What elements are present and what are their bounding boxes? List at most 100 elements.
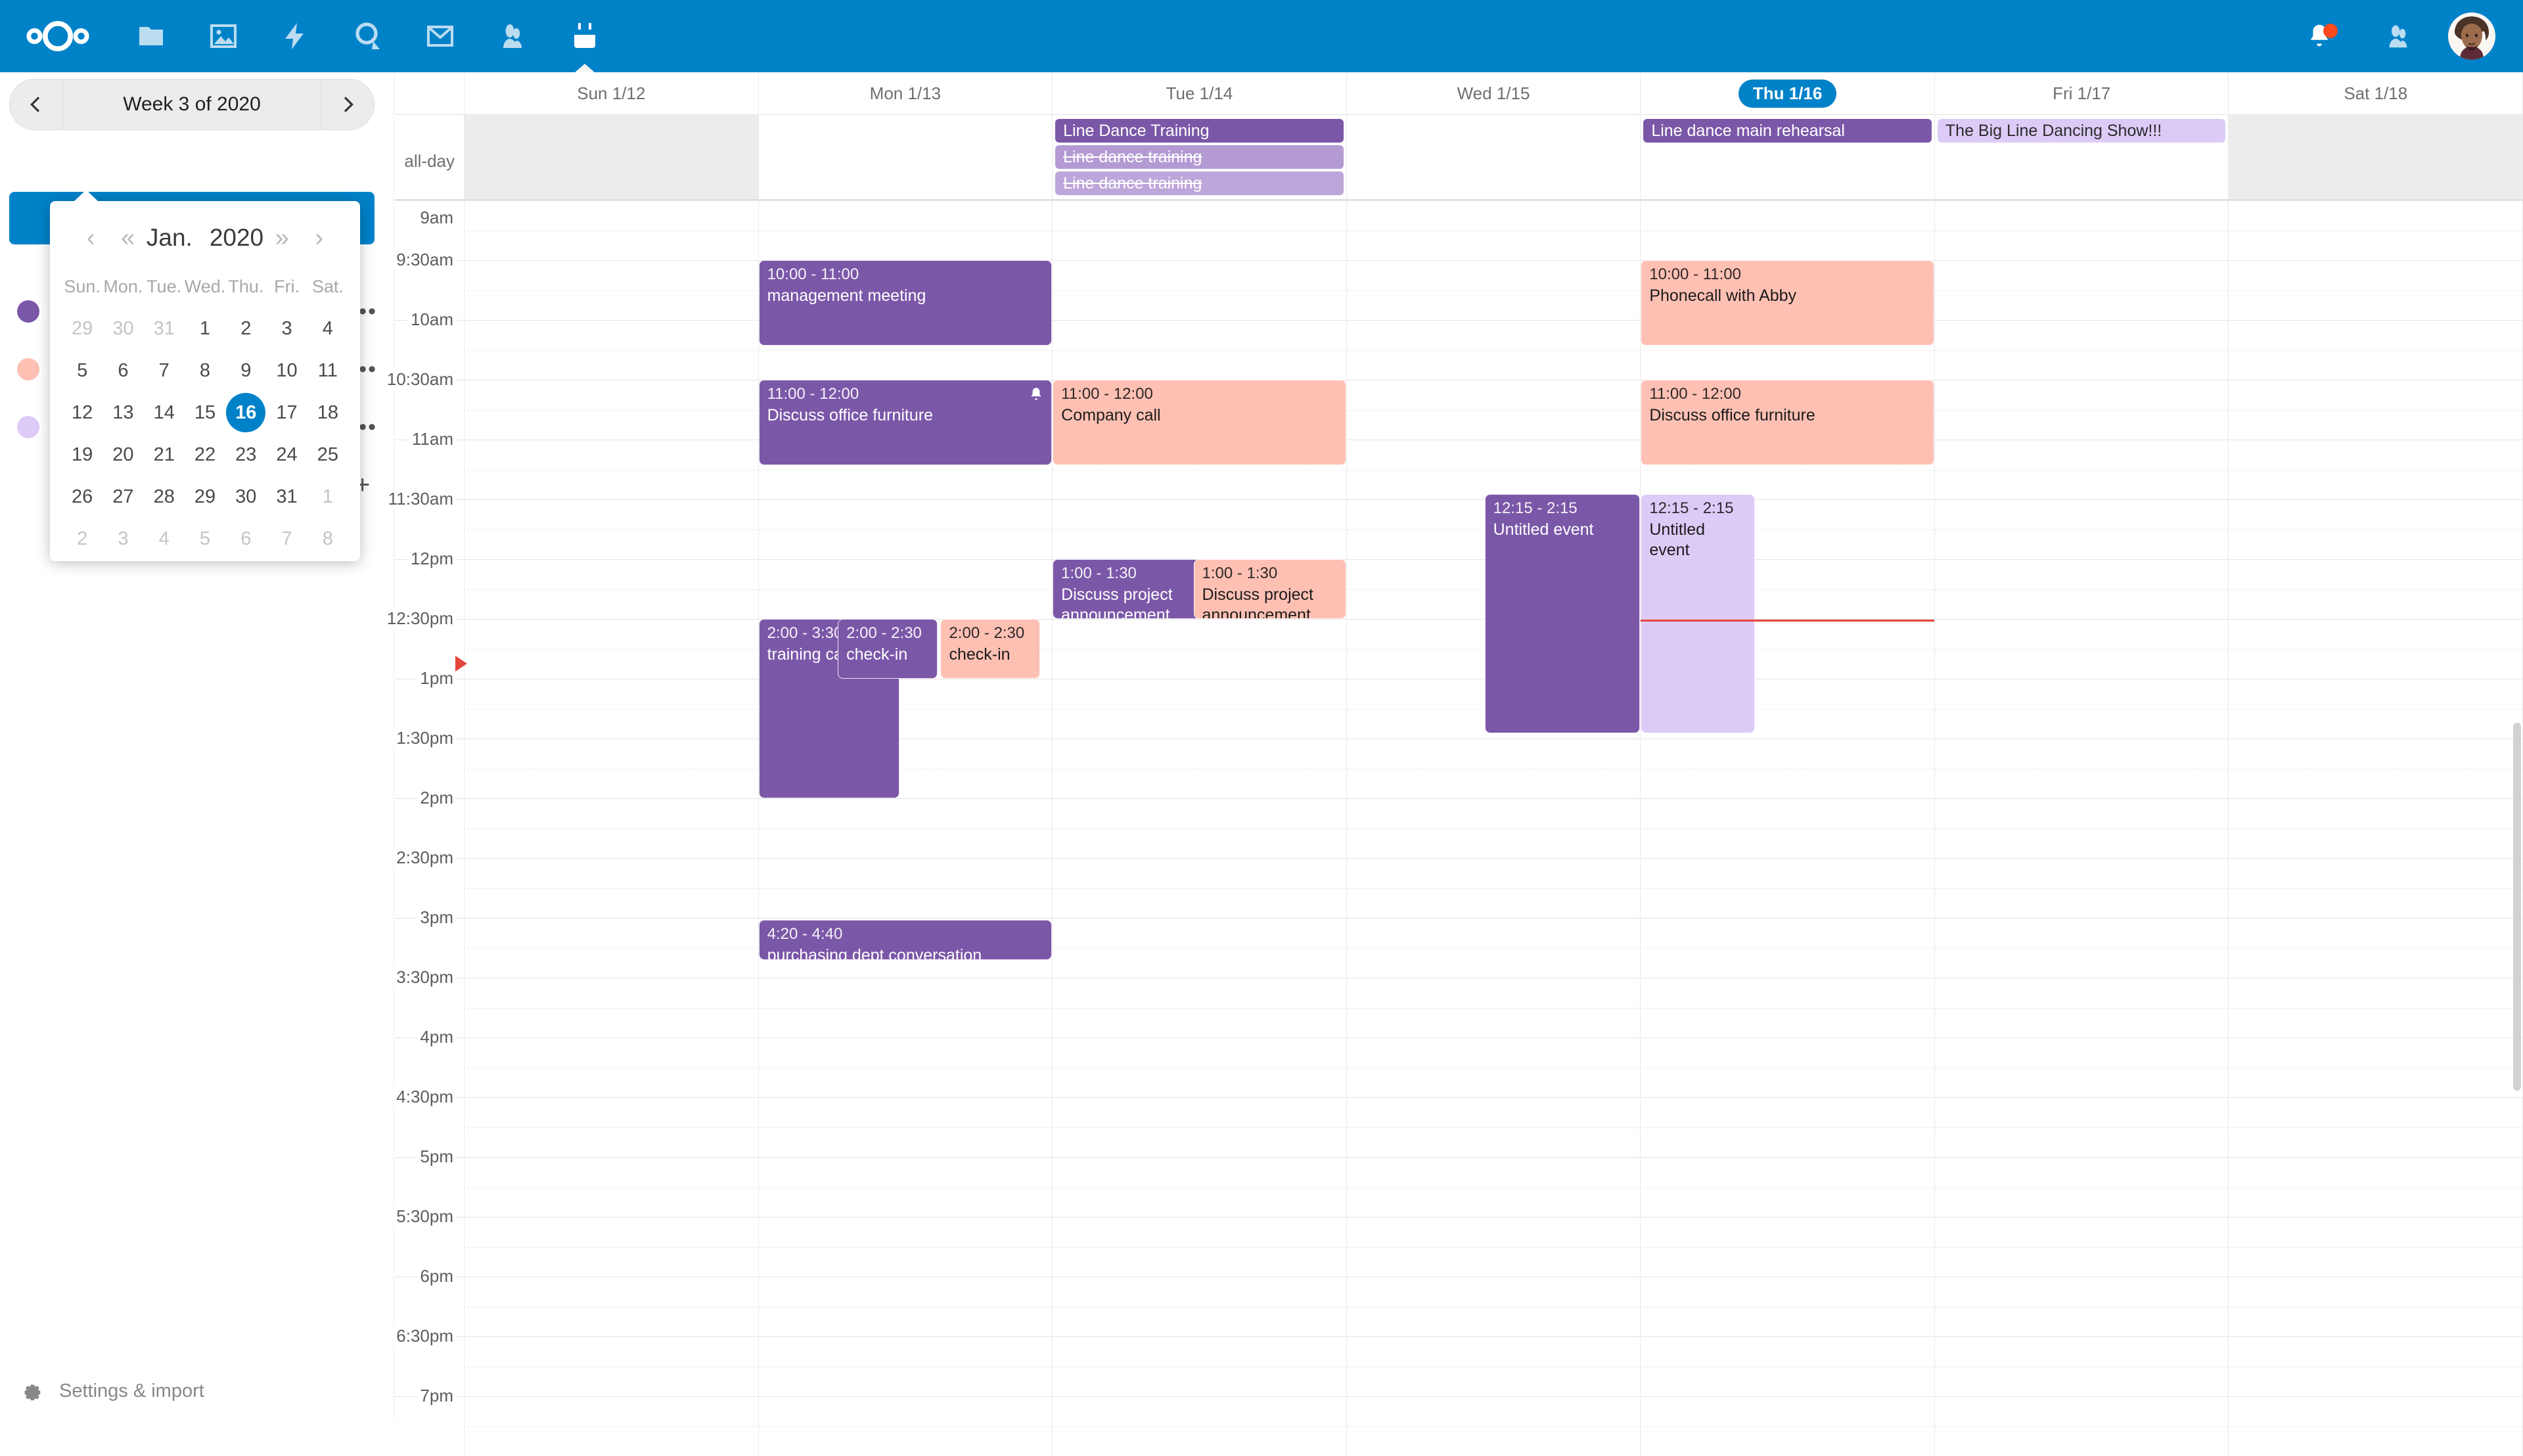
all-day-column-6[interactable] [2229, 115, 2523, 199]
notifications-button[interactable] [2280, 0, 2359, 72]
day-header-2[interactable]: Tue 1/14 [1053, 72, 1347, 114]
nav-calendar[interactable] [549, 0, 621, 72]
dp-year-label[interactable]: 2020 [209, 224, 264, 251]
calendar-event[interactable]: 12:15 - 2:15 Untitled event [1641, 494, 1756, 733]
dp-day-30[interactable]: 30 [235, 486, 257, 507]
dp-day-27[interactable]: 27 [112, 486, 134, 507]
dp-day-29[interactable]: 29 [72, 317, 93, 339]
dp-day-24[interactable]: 24 [276, 444, 298, 465]
all-day-event[interactable]: Line dance main rehearsal [1643, 119, 1932, 143]
dp-day-22[interactable]: 22 [194, 444, 216, 465]
nav-search[interactable] [332, 0, 404, 72]
dp-day-21[interactable]: 21 [153, 444, 175, 465]
all-day-column-5[interactable]: The Big Line Dancing Show!!! [1935, 115, 2229, 199]
dp-day-19[interactable]: 19 [72, 444, 93, 465]
dp-prev-month-button[interactable]: ‹ [86, 224, 95, 252]
dp-day-20[interactable]: 20 [112, 444, 134, 465]
dp-day-29[interactable]: 29 [194, 486, 216, 507]
day-header-4[interactable]: Thu 1/16 [1641, 72, 1935, 114]
dp-day-30[interactable]: 30 [112, 317, 134, 339]
prev-week-button[interactable] [10, 80, 62, 129]
nav-mail[interactable] [404, 0, 476, 72]
dp-day-9[interactable]: 9 [240, 359, 252, 381]
next-week-button[interactable] [321, 80, 374, 129]
dp-day-25[interactable]: 25 [317, 444, 338, 465]
dp-day-8[interactable]: 8 [322, 528, 333, 549]
day-header-1[interactable]: Mon 1/13 [759, 72, 1053, 114]
dp-day-15[interactable]: 15 [194, 401, 216, 423]
dp-day-4[interactable]: 4 [158, 528, 170, 549]
dp-day-6[interactable]: 6 [240, 528, 252, 549]
dp-next-month-button[interactable]: › [315, 224, 324, 252]
vertical-scrollbar[interactable] [2513, 723, 2521, 1091]
day-header-5[interactable]: Fri 1/17 [1935, 72, 2229, 114]
dp-day-1[interactable]: 1 [322, 486, 333, 507]
calendar-event[interactable]: 12:15 - 2:15 Untitled event [1484, 494, 1641, 733]
dp-day-6[interactable]: 6 [118, 359, 129, 381]
dp-next-year-button[interactable]: » [275, 224, 289, 252]
calendar-color-dot[interactable] [17, 416, 39, 438]
dp-day-23[interactable]: 23 [235, 444, 257, 465]
day-column-3[interactable]: 12:15 - 2:15 Untitled event [1346, 200, 1641, 1456]
dp-day-14[interactable]: 14 [153, 401, 175, 423]
nextcloud-logo[interactable] [0, 19, 115, 53]
all-day-event[interactable]: Line dance training [1055, 171, 1344, 195]
calendar-event[interactable]: 10:00 - 11:00 Phonecall with Abby [1641, 260, 1934, 346]
dp-day-10[interactable]: 10 [276, 359, 298, 381]
dp-day-2[interactable]: 2 [77, 528, 88, 549]
day-column-4[interactable]: 12:15 - 2:15 Untitled event 10:00 - 11:00 P… [1641, 200, 1935, 1456]
nav-files[interactable] [115, 0, 187, 72]
dp-prev-year-button[interactable]: « [121, 224, 135, 252]
dp-day-17[interactable]: 17 [276, 401, 298, 423]
dp-day-7[interactable]: 7 [158, 359, 170, 381]
day-column-1[interactable]: 10:00 - 11:00 management meeting 11:00 - 1… [758, 200, 1053, 1456]
day-header-6[interactable]: Sat 1/18 [2229, 72, 2523, 114]
calendar-event[interactable]: 11:00 - 12:00 Discuss office furniture [1641, 380, 1934, 465]
dp-day-12[interactable]: 12 [72, 401, 93, 423]
dp-day-7[interactable]: 7 [281, 528, 292, 549]
calendar-event[interactable]: 1:00 - 1:30 Discuss project announcement [1193, 559, 1346, 619]
day-header-0[interactable]: Sun 1/12 [465, 72, 759, 114]
calendar-event[interactable]: 10:00 - 11:00 management meeting [758, 260, 1053, 346]
contacts-menu-button[interactable] [2359, 0, 2438, 72]
user-avatar[interactable] [2448, 12, 2495, 60]
all-day-column-1[interactable] [759, 115, 1053, 199]
calendar-color-dot[interactable] [17, 358, 39, 380]
calendar-event[interactable]: 11:00 - 12:00 Company call [1053, 380, 1346, 465]
all-day-column-0[interactable] [465, 115, 759, 199]
dp-day-11[interactable]: 11 [317, 359, 338, 381]
calendar-event[interactable]: 11:00 - 12:00 Discuss office furniture [758, 380, 1053, 465]
nav-photos[interactable] [187, 0, 260, 72]
dp-day-31[interactable]: 31 [153, 317, 175, 339]
all-day-column-3[interactable] [1347, 115, 1641, 199]
dp-day-1[interactable]: 1 [199, 317, 211, 339]
all-day-column-4[interactable]: Line dance main rehearsal [1641, 115, 1935, 199]
calendar-event[interactable]: 2:00 - 2:30 check-in [838, 619, 938, 679]
calendar-event[interactable]: 2:00 - 2:30 check-in [940, 619, 1041, 679]
all-day-event[interactable]: Line Dance Training [1055, 119, 1344, 143]
dp-day-3[interactable]: 3 [281, 317, 292, 339]
dp-day-13[interactable]: 13 [112, 401, 134, 423]
calendar-event[interactable]: 1:00 - 1:30 Discuss project announcement [1053, 559, 1206, 619]
day-column-5[interactable] [1934, 200, 2229, 1456]
calendar-color-dot[interactable] [17, 300, 39, 323]
dp-day-16[interactable]: 16 [225, 392, 266, 434]
dp-day-26[interactable]: 26 [72, 486, 93, 507]
all-day-event[interactable]: Line dance training [1055, 145, 1344, 169]
dp-day-2[interactable]: 2 [240, 317, 252, 339]
day-header-3[interactable]: Wed 1/15 [1347, 72, 1641, 114]
dp-day-3[interactable]: 3 [118, 528, 129, 549]
dp-day-4[interactable]: 4 [322, 317, 333, 339]
week-label[interactable]: Week 3 of 2020 [62, 80, 321, 129]
settings-import-button[interactable]: Settings & import [18, 1378, 204, 1403]
dp-day-5[interactable]: 5 [199, 528, 211, 549]
day-column-6[interactable] [2229, 200, 2523, 1456]
all-day-event[interactable]: The Big Line Dancing Show!!! [1937, 119, 2226, 143]
nav-contacts[interactable] [476, 0, 549, 72]
dp-day-8[interactable]: 8 [199, 359, 211, 381]
dp-month-label[interactable]: Jan. [146, 224, 193, 251]
calendar-event[interactable]: 4:20 - 4:40 purchasing dept conversation [758, 920, 1053, 960]
dp-day-5[interactable]: 5 [77, 359, 88, 381]
nav-activity[interactable] [260, 0, 332, 72]
dp-day-18[interactable]: 18 [317, 401, 338, 423]
